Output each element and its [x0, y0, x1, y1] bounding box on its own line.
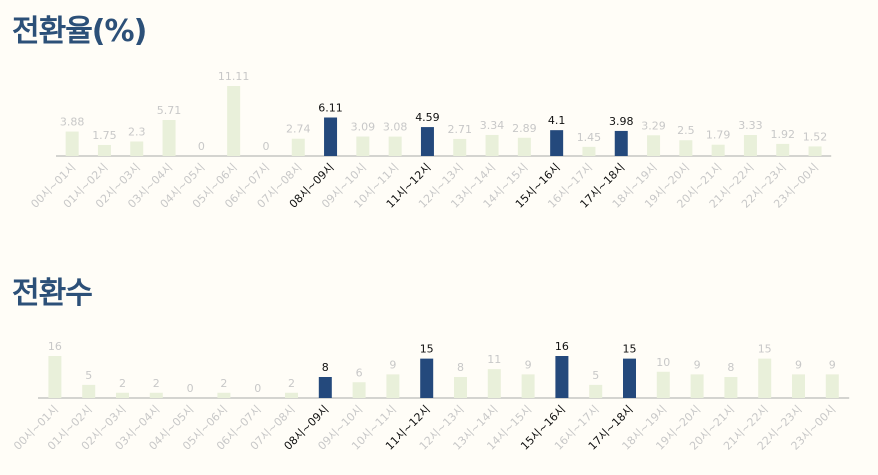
rate-bar [324, 117, 338, 156]
count-value-label: 8 [322, 361, 329, 374]
rate-bar [743, 135, 757, 156]
rate-value-label: 3.34 [480, 119, 505, 132]
count-value-label: 2 [220, 377, 227, 390]
conversion-rate-title: 전환율(%) [12, 14, 147, 49]
count-value-label: 2 [119, 377, 126, 390]
rate-bar [420, 127, 434, 156]
count-value-label: 10 [656, 356, 670, 369]
rate-value-label: 1.79 [706, 129, 731, 142]
count-value-label: 15 [420, 343, 434, 356]
count-value-label: 5 [592, 369, 599, 382]
rate-value-label: 11.11 [218, 70, 250, 83]
rate-bar [227, 86, 241, 156]
count-value-label: 16 [555, 340, 569, 353]
rate-bar [65, 131, 79, 156]
count-value-label: 6 [356, 366, 363, 379]
rate-bar [356, 136, 370, 156]
rate-value-label: 6.11 [318, 102, 343, 115]
rate-bar [97, 144, 111, 156]
count-bar [352, 382, 366, 398]
rate-value-label: 0 [262, 140, 269, 153]
rate-value-label: 3.09 [351, 121, 376, 134]
count-bar [792, 374, 805, 398]
count-value-label: 15 [758, 343, 772, 356]
rate-value-label: 3.33 [738, 119, 763, 132]
rate-bar [582, 146, 596, 156]
rate-bar [679, 140, 693, 156]
count-bar [623, 358, 636, 398]
rate-value-label: 3.08 [383, 121, 408, 134]
count-bar [116, 392, 129, 398]
rate-value-label: 4.59 [415, 111, 440, 124]
rate-value-label: 3.98 [609, 115, 634, 128]
rate-value-label: 2.5 [677, 124, 695, 137]
count-value-label: 0 [254, 382, 261, 395]
count-value-label: 0 [187, 382, 194, 395]
count-bar [555, 356, 569, 398]
count-value-label: 9 [389, 358, 396, 371]
rate-bar [614, 130, 628, 156]
conversion-count-title: 전환수 [12, 276, 93, 311]
rate-bar [162, 120, 176, 156]
rate-value-label: 0 [198, 140, 205, 153]
count-bar [487, 369, 501, 398]
count-value-label: 9 [829, 358, 836, 371]
count-value-label: 16 [48, 340, 62, 353]
count-bar [386, 374, 400, 398]
rate-value-label: 1.75 [92, 129, 117, 142]
count-value-label: 5 [85, 369, 92, 382]
rate-value-label: 5.71 [157, 104, 182, 117]
count-bar [420, 358, 434, 398]
rate-bar [711, 144, 725, 156]
rate-bar [130, 141, 144, 156]
count-bar [589, 384, 603, 398]
rate-bar [291, 138, 305, 156]
count-bar [690, 374, 704, 398]
count-value-label: 8 [727, 361, 734, 374]
count-value-label: 9 [694, 358, 701, 371]
count-bar [217, 392, 231, 398]
count-value-label: 11 [487, 353, 501, 366]
rate-value-label: 2.74 [286, 123, 311, 136]
rate-value-label: 1.45 [577, 131, 602, 144]
rate-bar [388, 136, 402, 156]
count-bar [758, 358, 772, 398]
rate-bar [776, 143, 790, 156]
count-bar [724, 377, 738, 398]
count-bar [82, 384, 96, 398]
count-bar [454, 377, 467, 398]
rate-bar [517, 137, 531, 156]
rate-value-label: 3.29 [641, 119, 666, 132]
conversion-rate-chart: 3.8800시~01시1.7501시~02시2.302시~03시5.7103시~… [28, 70, 832, 211]
rate-bar [485, 134, 499, 156]
count-value-label: 8 [457, 361, 464, 374]
rate-value-label: 2.3 [128, 126, 146, 139]
rate-bar [453, 138, 467, 156]
count-value-label: 2 [153, 377, 160, 390]
count-value-label: 9 [795, 358, 802, 371]
rate-value-label: 2.89 [512, 122, 537, 135]
count-bar [318, 377, 332, 398]
rate-value-label: 3.88 [60, 116, 85, 129]
count-bar [48, 356, 62, 398]
rate-bar [550, 130, 564, 156]
rate-bar [808, 146, 822, 156]
count-bar [521, 374, 535, 398]
rate-value-label: 1.52 [803, 130, 828, 143]
count-bar [656, 371, 670, 398]
rate-value-label: 2.71 [448, 123, 473, 136]
rate-value-label: 1.92 [771, 128, 796, 141]
rate-value-label: 4.1 [548, 114, 566, 127]
count-value-label: 15 [623, 343, 637, 356]
count-bar [285, 392, 298, 398]
rate-bar [647, 135, 661, 156]
count-value-label: 2 [288, 377, 295, 390]
count-value-label: 9 [525, 358, 532, 371]
count-bar [149, 392, 163, 398]
count-bar [825, 374, 839, 398]
